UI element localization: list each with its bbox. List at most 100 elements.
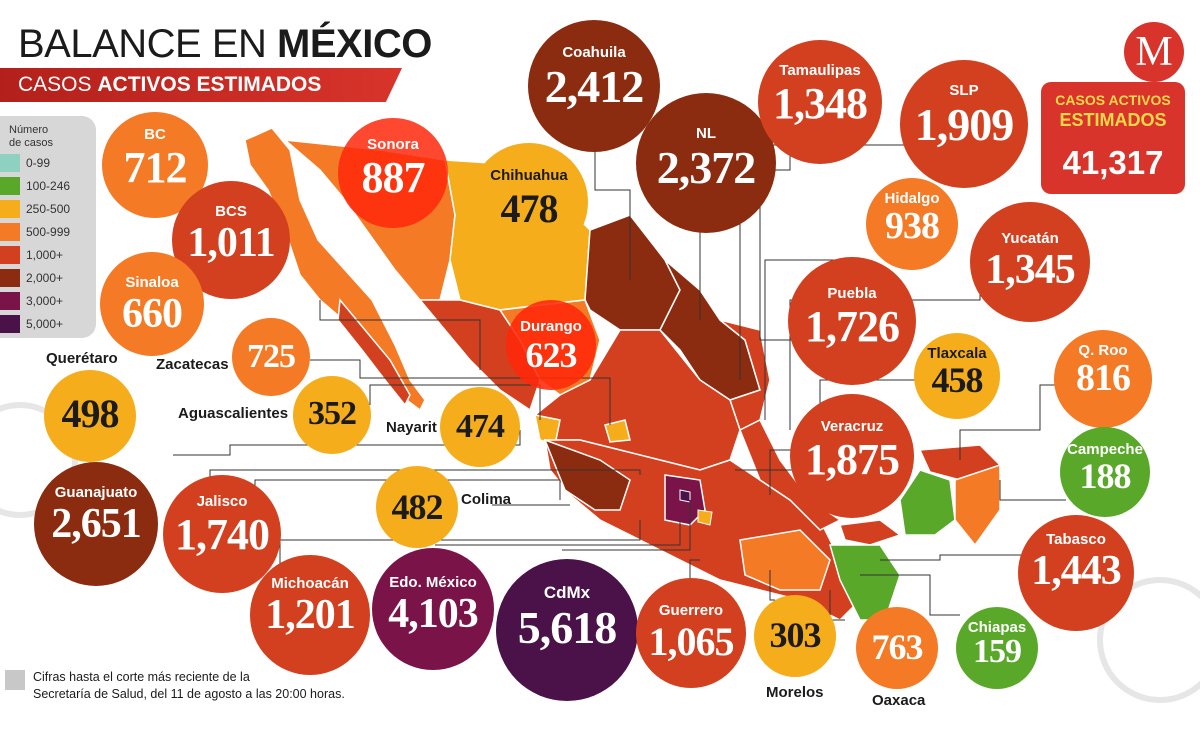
legend: Número de casos 0-99 100-246 250-500 500-999… [0,116,96,338]
legend-label: 3,000+ [26,294,64,308]
legend-label: 5,000+ [26,317,64,331]
bubble-tlaxcala: Tlaxcala 458 [914,333,1000,419]
state-value: 482 [391,487,444,527]
page-title: BALANCE EN MÉXICO [18,22,432,66]
state-value: 458 [931,360,984,400]
state-name: Veracruz [820,418,884,435]
total-box: CASOS ACTIVOS ESTIMADOS 41,317 [1041,82,1185,194]
legend-label: 1,000+ [26,248,64,262]
state-name: Durango [520,318,582,335]
map-region-jalisco [543,438,631,511]
bubble-morelos: 303 [754,595,836,677]
state-value: 660 [122,291,183,337]
state-value: 1,065 [648,619,735,664]
state-value: 5,618 [517,602,618,653]
legend-swatch [0,292,20,310]
legend-item: 5,000+ [0,315,96,333]
bubble-coahuila: Coahuila 2,412 [528,20,660,152]
state-name: Sinaloa [125,274,179,291]
legend-swatch [0,200,20,218]
legend-label: 250-500 [26,202,71,216]
map-region-bcs [337,298,411,407]
bubble-chihuahua: Chihuahua 478 [470,143,588,261]
legend-label: 0-99 [26,156,51,170]
legend-swatch [0,223,20,241]
state-value: 1,875 [805,435,900,484]
state-value: 725 [247,338,296,375]
state-value: 816 [1076,357,1131,399]
state-name: Edo. México [389,574,477,591]
bubble-campeche: Campeche 188 [1060,427,1150,517]
footnote: Cifras hasta el corte más reciente de la… [33,670,345,701]
state-name: Tlaxcala [927,345,987,362]
bubble-oaxaca: 763 [856,607,938,689]
bubble-puebla: Puebla 1,726 [788,257,916,385]
state-value: 2,412 [544,61,645,112]
bubble-jalisco: Jalisco 1,740 [163,475,281,593]
state-name: NL [696,125,716,142]
bubble-aguascalientes: 352 [293,376,371,454]
bubble-chiapas: Chiapas 159 [956,607,1038,689]
legend-item: 250-500 [0,200,96,218]
state-value: 352 [308,395,357,432]
label-colima: Colima [461,491,512,508]
bubble-tamaulipas: Tamaulipas 1,348 [758,40,882,164]
state-value: 188 [1079,456,1132,496]
legend-swatch [0,246,20,264]
label-oaxaca: Oaxaca [872,692,926,709]
milenio-logo: M [1124,22,1184,82]
state-name: Michoacán [271,575,349,592]
legend-item: 0-99 [0,154,96,172]
state-value: 623 [525,335,578,375]
label-queretaro: Querétaro [46,350,118,367]
state-value: 474 [456,408,505,445]
state-name: Jalisco [196,493,248,510]
legend-swatch [0,177,20,195]
state-value: 1,909 [914,99,1015,150]
bubble-colima: 482 [376,466,458,548]
legend-item: 1,000+ [0,246,96,264]
bubble-hidalgo: Hidalgo 938 [866,178,958,270]
bubble-nl: NL 2,372 [636,93,776,233]
state-value: 1,726 [805,302,900,351]
state-name: Coahuila [562,44,626,61]
map-region-oaxaca [739,529,831,591]
bubble-durango: Durango 623 [506,300,596,390]
legend-swatch [0,269,20,287]
state-name: CdMx [543,583,591,602]
label-zacatecas: Zacatecas [156,356,229,373]
state-value: 1,348 [773,79,868,128]
legend-label: 2,000+ [26,271,64,285]
bubble-yucatan: Yucatán 1,345 [970,202,1090,322]
bubble-bc: BC 712 [102,112,208,218]
legend-label: 500-999 [26,225,71,239]
virus-decoration-icon [0,402,1200,703]
bubble-veracruz: Veracruz 1,875 [790,394,914,518]
state-value: 159 [973,633,1022,670]
state-value: 1,011 [187,220,275,266]
state-name: BCS [215,203,247,220]
state-value: 1,443 [1031,548,1122,594]
total-label-line2: ESTIMADOS [1059,110,1167,130]
legend-title: Número de casos [9,124,54,149]
state-value: 2,372 [656,142,757,193]
legend-item: 500-999 [0,223,96,241]
state-value: 1,201 [265,592,356,638]
legend-item: 100-246 [0,177,96,195]
state-name: Chiapas [967,619,1027,636]
state-value: 4,103 [388,591,479,637]
state-name: Sonora [367,136,419,153]
legend-item: 3,000+ [0,292,96,310]
state-value: 763 [871,627,924,667]
bubble-zacatecas: 725 [232,318,310,396]
label-nayarit: Nayarit [386,419,437,436]
state-name: SLP [949,82,979,99]
state-name: Yucatán [1001,230,1059,247]
map-region-aguascalientes [604,419,631,443]
bubble-guanajuato: Guanajuato 2,651 [34,462,158,586]
state-name: Q. Roo [1078,342,1128,359]
state-value: 887 [361,153,426,202]
bubble-queretaro: 498 [44,370,136,462]
state-name: Hidalgo [884,190,940,207]
